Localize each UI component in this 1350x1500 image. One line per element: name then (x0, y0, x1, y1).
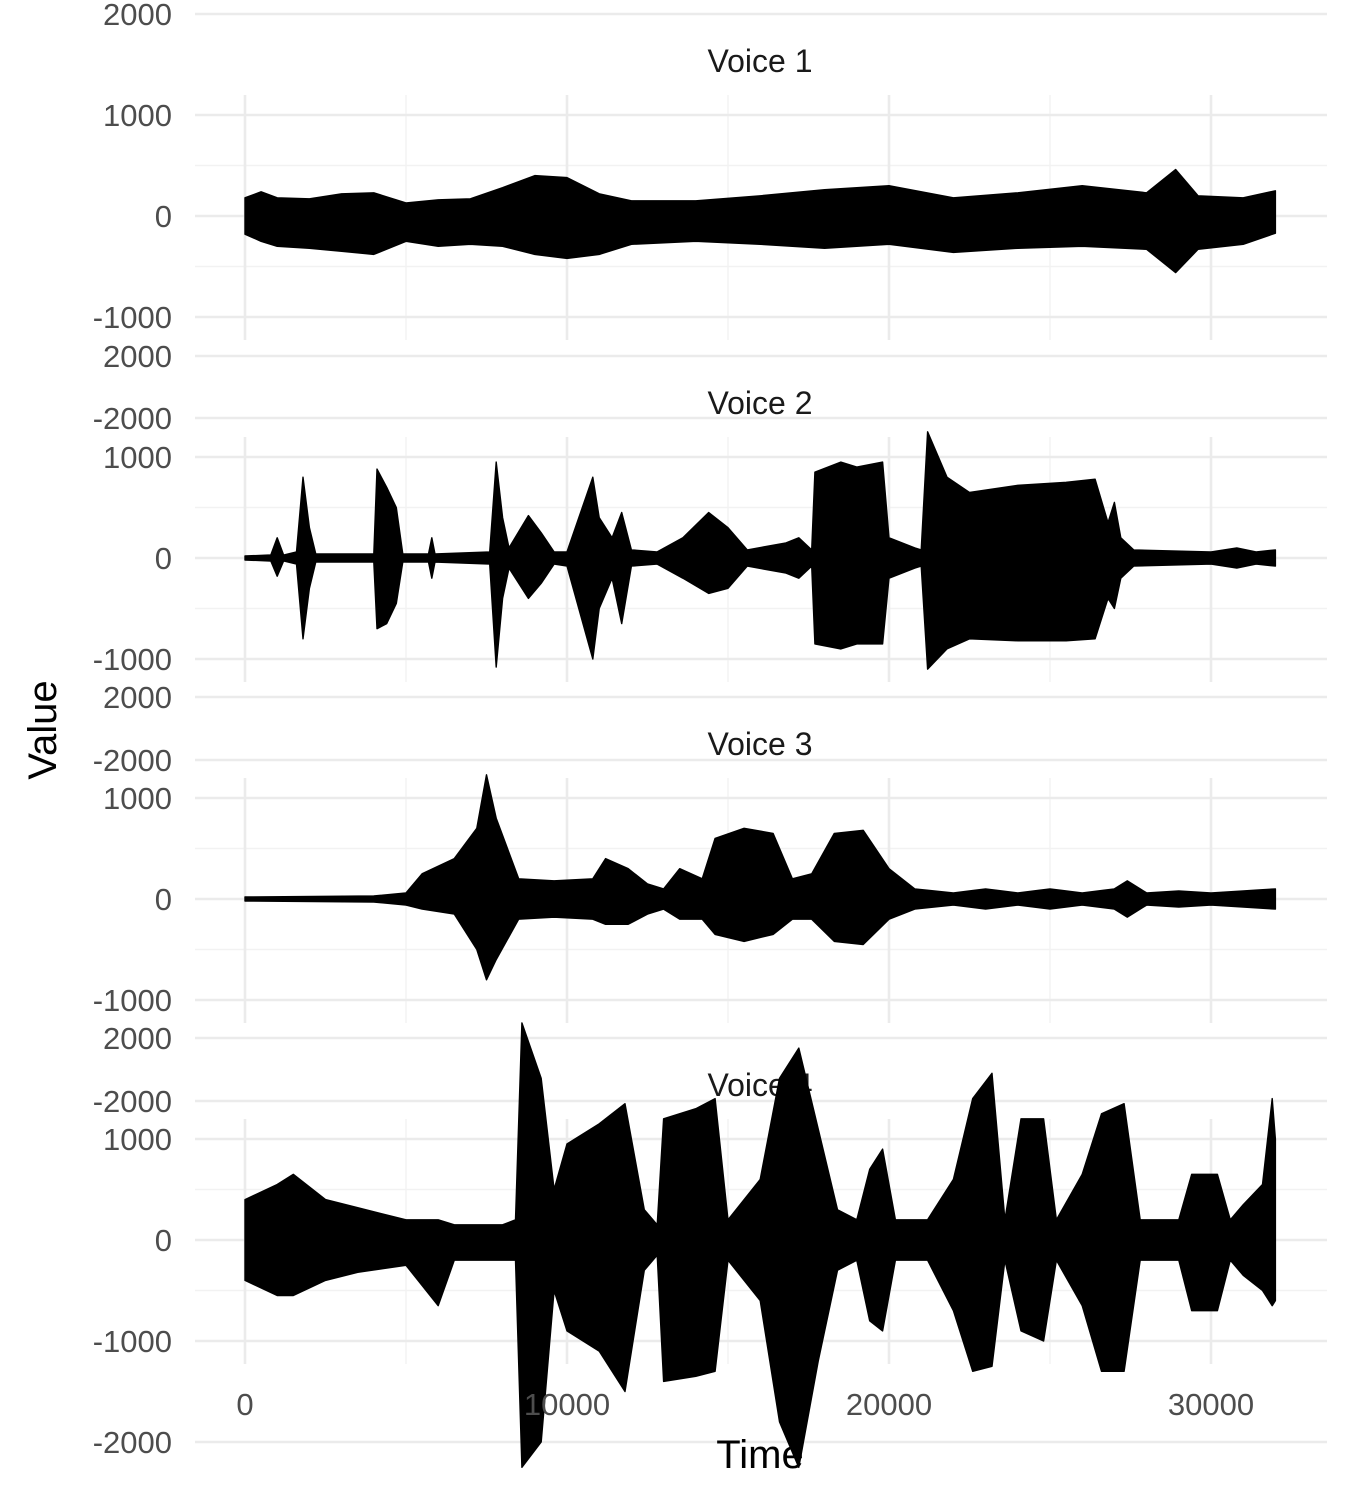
y-tick-label: 0 (155, 541, 172, 576)
y-axis-title: Value (21, 680, 65, 779)
y-tick-label: -2000 (93, 401, 172, 436)
waveform-series (244, 168, 1277, 274)
y-tick-label: -2000 (93, 1084, 172, 1119)
facet-title: Voice 2 (708, 385, 813, 421)
y-tick-label: 0 (155, 1223, 172, 1258)
y-tick-label: -1000 (93, 1324, 172, 1359)
y-tick-label: 2000 (103, 1021, 172, 1056)
y-tick-label: -2000 (93, 1425, 172, 1460)
x-tick-label: 0 (236, 1387, 253, 1422)
y-tick-label: 2000 (103, 680, 172, 715)
facet-title: Voice 1 (708, 43, 813, 79)
y-tick-label: 1000 (103, 781, 172, 816)
y-tick-label: 0 (155, 199, 172, 234)
y-tick-label: -2000 (93, 743, 172, 778)
waveform-series (244, 1022, 1277, 1468)
y-tick-label: 1000 (103, 1122, 172, 1157)
waveform-series (244, 431, 1277, 670)
y-tick-label: -1000 (93, 983, 172, 1018)
facet-panel: -2000 -1000 0 1000 2000 Voice 2 (93, 339, 1327, 778)
y-tick-label: 2000 (103, 0, 172, 32)
y-tick-label: -1000 (93, 300, 172, 335)
y-tick-label: 2000 (103, 339, 172, 374)
y-tick-label: 1000 (103, 98, 172, 133)
x-tick-label: 20000 (846, 1387, 932, 1422)
waveform-series (244, 774, 1277, 981)
y-tick-label: 0 (155, 882, 172, 917)
y-tick-label: 1000 (103, 440, 172, 475)
facet-panel: -2000 -1000 0 1000 2000 Voice 3 (93, 680, 1327, 1119)
x-axis-title: Time (716, 1433, 803, 1477)
x-tick-label: 30000 (1168, 1387, 1254, 1422)
facet-title: Voice 3 (708, 726, 813, 762)
y-tick-label: -1000 (93, 642, 172, 677)
x-tick-label: 10000 (524, 1387, 610, 1422)
facet-panel: -2000 -1000 0 1000 2000 Voice 1 (93, 0, 1327, 436)
